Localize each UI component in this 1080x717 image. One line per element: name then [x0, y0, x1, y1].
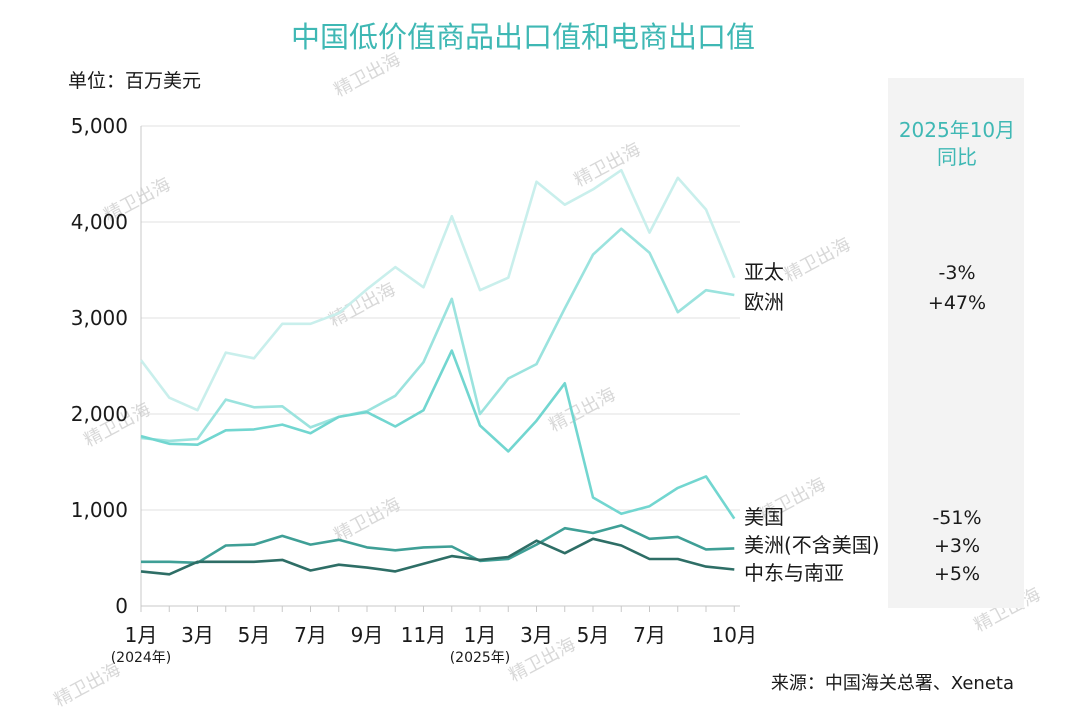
yoy-value: -51% [932, 507, 981, 529]
watermark-text: 精卫出海 [331, 494, 404, 546]
y-tick-label: 3,000 [71, 306, 128, 330]
watermark-text: 精卫出海 [331, 49, 404, 101]
x-tick-label: 11月 [401, 623, 446, 647]
yoy-value: +47% [928, 292, 986, 314]
y-tick-label: 2,000 [71, 402, 128, 426]
gridlines [141, 125, 740, 511]
watermark-text: 精卫出海 [326, 279, 399, 331]
series-line [139, 168, 736, 412]
series-line [141, 524, 735, 565]
series-label: 美国 [744, 505, 784, 529]
series-label: 美洲(不含美国) [744, 533, 880, 557]
x-tick-label: 3月 [520, 623, 553, 647]
y-tick-label: 4,000 [71, 210, 128, 234]
series-line [140, 349, 736, 520]
y-tick-label: 1,000 [71, 498, 128, 522]
x-tick-label: 1月 [125, 623, 158, 647]
x-tick-label: 5月 [577, 623, 610, 647]
x-tick-label: 9月 [351, 623, 384, 647]
y-tick-label: 5,000 [71, 114, 128, 138]
x-tick-label: 7月 [294, 623, 327, 647]
yoy-value: +3% [934, 535, 980, 557]
x-tick-label: 5月 [238, 623, 271, 647]
yoy-panel [888, 78, 1024, 608]
source-note: 来源：中国海关总署、Xeneta [770, 673, 1014, 694]
series-line [140, 227, 735, 443]
yoy-header: 同比 [937, 145, 977, 169]
yoy-header: 2025年10月 [899, 118, 1015, 142]
yoy-value: -3% [939, 262, 976, 284]
series-label: 欧洲 [744, 290, 784, 314]
x-tick-label: 3月 [181, 623, 214, 647]
series-label: 中东与南亚 [744, 561, 844, 585]
yoy-value: +5% [934, 563, 980, 585]
x-tick-sublabel: (2024年) [111, 650, 172, 666]
series-label: 亚太 [744, 260, 784, 284]
y-tick-label: 0 [115, 594, 128, 618]
x-tick-label: 1月 [464, 623, 497, 647]
watermark-text: 精卫出海 [546, 384, 619, 436]
watermark-text: 精卫出海 [51, 659, 124, 711]
unit-label: 单位：百万美元 [68, 70, 202, 92]
series-line [140, 537, 735, 576]
watermark-text: 精卫出海 [781, 234, 854, 286]
chart-title: 中国低价值商品出口值和电商出口值 [290, 20, 755, 54]
x-tick-sublabel: (2025年) [450, 650, 511, 666]
x-axis: 1月 (2024年) 3月 5月 7月 9月 11月 1月 (2025年) 3月 5月 7月 10月 [111, 605, 757, 666]
series-lines [139, 168, 736, 576]
watermark-text: 精卫出海 [571, 139, 644, 191]
y-axis: 0 1,000 2,000 3,000 4,000 5,000 [71, 114, 142, 618]
x-tick-label: 10月 [712, 623, 757, 647]
x-tick-label: 7月 [633, 623, 666, 647]
